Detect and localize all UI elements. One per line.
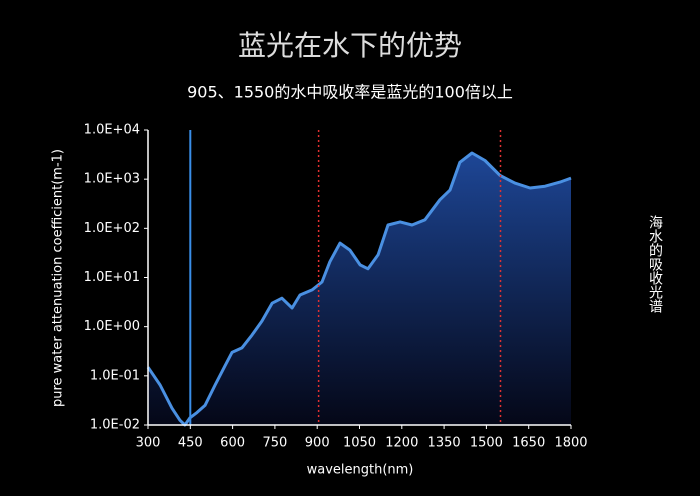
line bbox=[146, 151, 572, 427]
side-label: 海水的吸收光谱 bbox=[647, 215, 663, 313]
y-tick-label: 1.0E+01 bbox=[84, 270, 140, 285]
area bbox=[148, 153, 571, 425]
x-tick-label: 1200 bbox=[385, 436, 418, 451]
x-tick-label: 1500 bbox=[470, 436, 503, 451]
x-axis-label: wavelength(nm) bbox=[307, 463, 414, 478]
x-tick-label: 1050 bbox=[343, 436, 376, 451]
x-tick-label: 300 bbox=[136, 436, 161, 451]
chart-title: 蓝光在水下的优势 bbox=[238, 29, 462, 62]
y-tick-label: 1.0E+00 bbox=[84, 319, 140, 334]
x-tick-label: 1800 bbox=[554, 436, 587, 451]
y-tick-label: 1.0E-02 bbox=[90, 418, 140, 433]
x-tick-label: 900 bbox=[305, 436, 330, 451]
x-tick-label: 600 bbox=[220, 436, 245, 451]
x-tick-label: 750 bbox=[262, 436, 287, 451]
y-axis-label: pure water attenuation coefficient(m-1) bbox=[51, 149, 66, 407]
x-tick-label: 450 bbox=[178, 436, 203, 451]
y-tick-label: 1.0E+04 bbox=[84, 123, 140, 138]
x-tick-label: 1650 bbox=[512, 436, 545, 451]
y-tick-label: 1.0E-01 bbox=[90, 368, 140, 383]
y-tick-label: 1.0E+02 bbox=[84, 221, 140, 236]
x-tick-label: 1350 bbox=[428, 436, 461, 451]
chart-subtitle: 905、1550的水中吸收率是蓝光的100倍以上 bbox=[187, 83, 513, 102]
y-tick-label: 1.0E+03 bbox=[84, 172, 140, 187]
